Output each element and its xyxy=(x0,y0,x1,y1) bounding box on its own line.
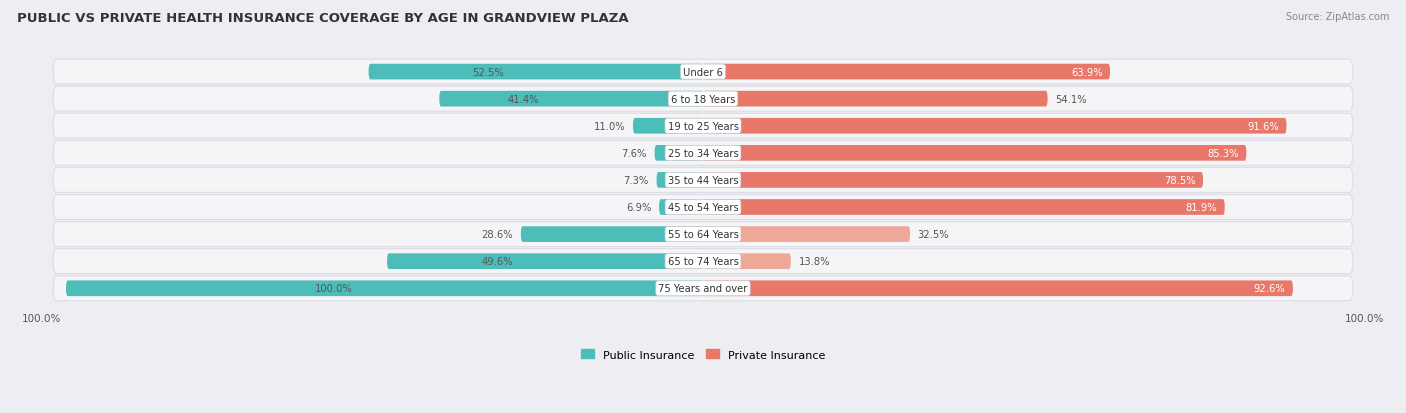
Text: 65 to 74 Years: 65 to 74 Years xyxy=(668,256,738,266)
Text: PUBLIC VS PRIVATE HEALTH INSURANCE COVERAGE BY AGE IN GRANDVIEW PLAZA: PUBLIC VS PRIVATE HEALTH INSURANCE COVER… xyxy=(17,12,628,25)
Text: 7.3%: 7.3% xyxy=(624,176,648,185)
Text: 78.5%: 78.5% xyxy=(1164,176,1195,185)
FancyBboxPatch shape xyxy=(53,195,1353,220)
Text: 63.9%: 63.9% xyxy=(1071,67,1102,77)
FancyBboxPatch shape xyxy=(657,173,703,188)
Text: 13.8%: 13.8% xyxy=(799,256,830,266)
FancyBboxPatch shape xyxy=(53,87,1353,112)
Text: 54.1%: 54.1% xyxy=(1056,95,1087,104)
Text: 7.6%: 7.6% xyxy=(621,149,647,159)
Text: 100.0%: 100.0% xyxy=(21,313,60,323)
Legend: Public Insurance, Private Insurance: Public Insurance, Private Insurance xyxy=(581,349,825,360)
FancyBboxPatch shape xyxy=(53,249,1353,274)
FancyBboxPatch shape xyxy=(703,119,1286,134)
Text: 100.0%: 100.0% xyxy=(1346,313,1385,323)
FancyBboxPatch shape xyxy=(703,254,792,269)
Text: 19 to 25 Years: 19 to 25 Years xyxy=(668,121,738,131)
FancyBboxPatch shape xyxy=(53,141,1353,166)
FancyBboxPatch shape xyxy=(633,119,703,134)
FancyBboxPatch shape xyxy=(703,199,1225,215)
FancyBboxPatch shape xyxy=(655,146,703,161)
FancyBboxPatch shape xyxy=(53,276,1353,301)
Text: 25 to 34 Years: 25 to 34 Years xyxy=(668,149,738,159)
FancyBboxPatch shape xyxy=(66,281,703,297)
FancyBboxPatch shape xyxy=(53,168,1353,193)
Text: Under 6: Under 6 xyxy=(683,67,723,77)
Text: 92.6%: 92.6% xyxy=(1254,284,1285,294)
FancyBboxPatch shape xyxy=(703,173,1204,188)
Text: 45 to 54 Years: 45 to 54 Years xyxy=(668,202,738,213)
FancyBboxPatch shape xyxy=(53,222,1353,247)
FancyBboxPatch shape xyxy=(387,254,703,269)
Text: 49.6%: 49.6% xyxy=(481,256,513,266)
Text: 6 to 18 Years: 6 to 18 Years xyxy=(671,95,735,104)
FancyBboxPatch shape xyxy=(703,227,910,242)
FancyBboxPatch shape xyxy=(520,227,703,242)
Text: 35 to 44 Years: 35 to 44 Years xyxy=(668,176,738,185)
FancyBboxPatch shape xyxy=(439,92,703,107)
Text: 75 Years and over: 75 Years and over xyxy=(658,284,748,294)
Text: 85.3%: 85.3% xyxy=(1208,149,1239,159)
FancyBboxPatch shape xyxy=(703,64,1111,80)
Text: 6.9%: 6.9% xyxy=(626,202,651,213)
Text: 100.0%: 100.0% xyxy=(315,284,353,294)
Text: 52.5%: 52.5% xyxy=(472,67,503,77)
FancyBboxPatch shape xyxy=(703,146,1246,161)
FancyBboxPatch shape xyxy=(53,60,1353,85)
FancyBboxPatch shape xyxy=(368,64,703,80)
Text: 55 to 64 Years: 55 to 64 Years xyxy=(668,230,738,240)
Text: 81.9%: 81.9% xyxy=(1185,202,1218,213)
Text: 32.5%: 32.5% xyxy=(918,230,949,240)
FancyBboxPatch shape xyxy=(659,199,703,215)
Text: 91.6%: 91.6% xyxy=(1247,121,1279,131)
Text: Source: ZipAtlas.com: Source: ZipAtlas.com xyxy=(1285,12,1389,22)
Text: 41.4%: 41.4% xyxy=(508,95,540,104)
FancyBboxPatch shape xyxy=(53,114,1353,139)
Text: 28.6%: 28.6% xyxy=(481,230,513,240)
FancyBboxPatch shape xyxy=(703,281,1294,297)
FancyBboxPatch shape xyxy=(703,92,1047,107)
Text: 11.0%: 11.0% xyxy=(593,121,626,131)
